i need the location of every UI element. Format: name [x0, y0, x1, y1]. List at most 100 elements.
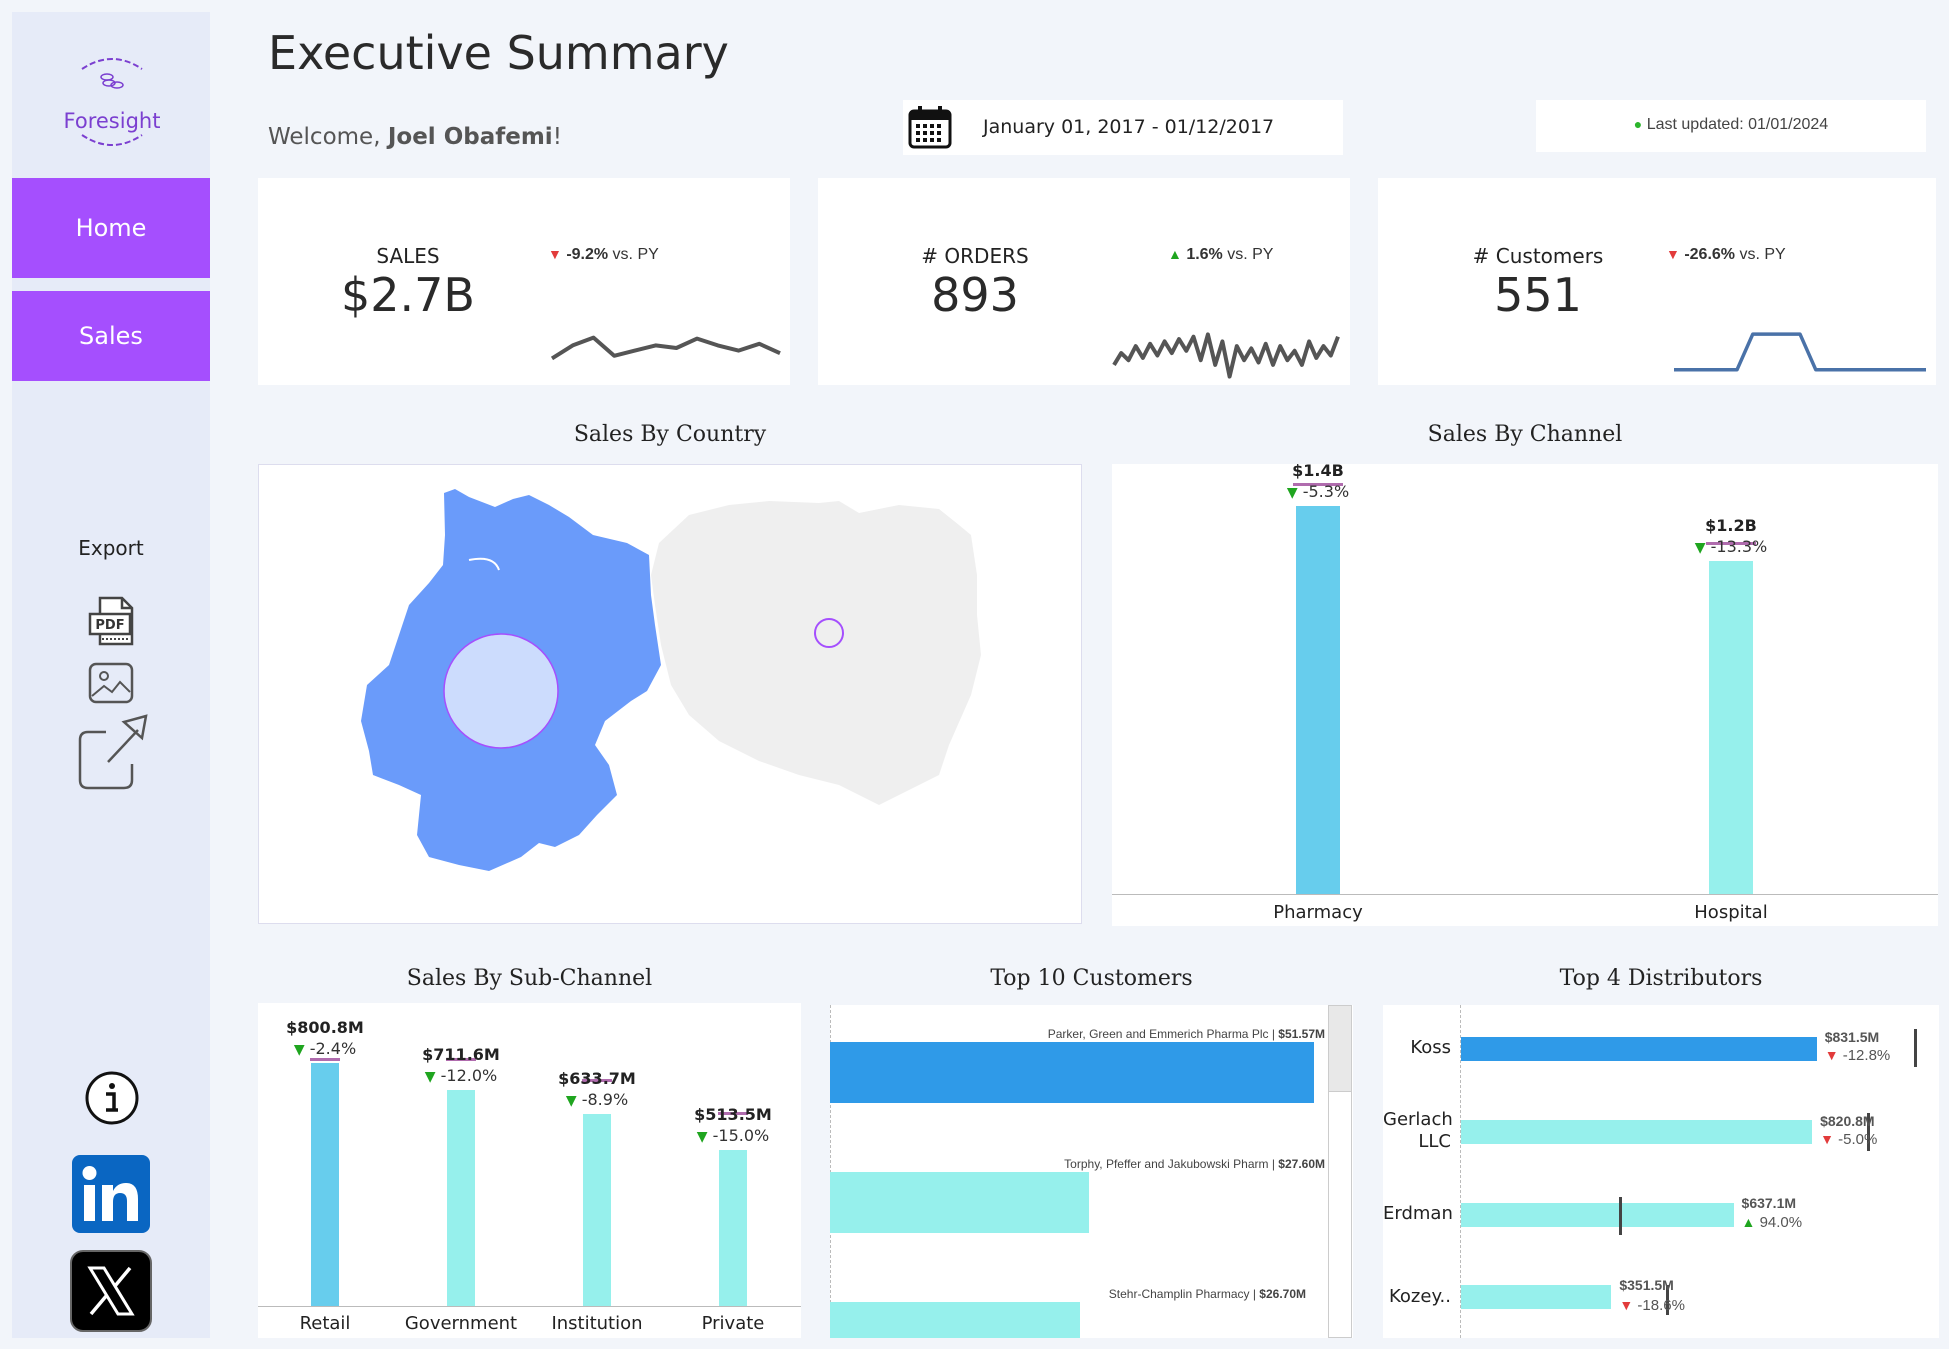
- distributor-target-marker: [1867, 1113, 1871, 1151]
- sub-channel-bar-retail[interactable]: [311, 1063, 339, 1306]
- brand-name: Foresight: [63, 109, 161, 133]
- sales-by-channel-chart: $1.4B ▼ -5.3% $1.2B ▼ -13.3% Pharmacy Ho…: [1112, 460, 1938, 926]
- kpi-delta: ▼ -26.6% vs. PY: [1666, 246, 1786, 264]
- sales-by-country-map: [258, 464, 1082, 924]
- chart-plot-area: $1.4B ▼ -5.3% $1.2B ▼ -13.3%: [1112, 460, 1938, 894]
- kpi-sparkline: [1112, 332, 1340, 379]
- distributor-value: $637.1M: [1741, 1195, 1797, 1211]
- section-title-country: Sales By Country: [573, 422, 767, 447]
- info-icon[interactable]: [84, 1070, 140, 1126]
- sidebar: Foresight Home Sales Export PDF: [12, 12, 210, 1338]
- customer-bar[interactable]: [830, 1042, 1314, 1103]
- chart-plot-area: $800.8M ▼ -2.4% $711.6M ▼ -12.0% $633.7M…: [258, 1003, 801, 1306]
- distributor-bar[interactable]: [1461, 1120, 1813, 1144]
- nav-sales-button[interactable]: Sales: [12, 291, 210, 381]
- sub-channel-bar-private[interactable]: [719, 1150, 747, 1306]
- kpi-delta: ▲ 1.6% vs. PY: [1168, 246, 1273, 264]
- sub-channel-value-label: $513.5M: [694, 1105, 772, 1125]
- channel-bar-pharmacy[interactable]: [1296, 505, 1340, 894]
- sub-channel-value-label: $633.7M: [558, 1068, 636, 1088]
- date-range-picker[interactable]: January 01, 2017 - 01/12/2017: [903, 100, 1343, 155]
- section-title-customers: Top 10 Customers: [990, 966, 1193, 991]
- customer-value: $26.70M: [1259, 1287, 1306, 1301]
- sub-channel-value-label: $800.8M: [286, 1018, 364, 1038]
- kpi-card-orders[interactable]: # ORDERS 893 ▲ 1.6% vs. PY: [818, 178, 1350, 385]
- channel-delta-label: ▼ -5.3%: [1258, 482, 1378, 501]
- kpi-card-sales[interactable]: SALES $2.7B ▼ -9.2% vs. PY: [258, 178, 790, 385]
- sub-channel-delta-label: ▼ -15.0%: [673, 1126, 793, 1145]
- logo-emblem-icon: [81, 58, 143, 146]
- last-updated-text: Last updated: 01/01/2024: [1646, 116, 1829, 133]
- kpi-delta-value: -9.2%: [566, 246, 609, 263]
- country-shape-poland[interactable]: [651, 501, 981, 805]
- customer-name: Parker, Green and Emmerich Pharma Plc: [1047, 1027, 1269, 1041]
- delta-down-icon: ▼: [1820, 1131, 1834, 1147]
- export-label: Export: [78, 536, 144, 560]
- delta-down-good-icon: ▼: [565, 1092, 577, 1109]
- customer-bar[interactable]: [830, 1302, 1081, 1338]
- kpi-delta: ▼ -9.2% vs. PY: [548, 246, 659, 264]
- delta-up-icon: ▲: [1741, 1214, 1756, 1230]
- channel-bar-hospital[interactable]: [1709, 561, 1753, 894]
- pdf-icon-label: PDF: [95, 618, 124, 633]
- delta-down-good-icon: ▼: [1286, 484, 1298, 501]
- distributor-delta: ▼ -5.0%: [1820, 1131, 1877, 1148]
- customer-bar[interactable]: [830, 1172, 1089, 1233]
- kpi-delta-value: -26.6%: [1684, 246, 1736, 263]
- channel-value-label: $1.4B: [1292, 460, 1344, 480]
- pdf-export-icon[interactable]: PDF: [84, 594, 140, 650]
- brand-logo[interactable]: Foresight: [62, 47, 162, 157]
- scrollbar-thumb[interactable]: [1329, 1006, 1351, 1092]
- status-dot-icon: ●: [1633, 116, 1643, 132]
- country-map-svg: [361, 489, 981, 871]
- channel-delta-label: ▼ -13.3%: [1671, 537, 1791, 556]
- kpi-delta-value: 1.6%: [1186, 246, 1223, 263]
- sub-channel-bar-institution[interactable]: [583, 1113, 611, 1306]
- customer-value: $27.60M: [1278, 1157, 1325, 1171]
- share-export-icon[interactable]: [76, 712, 154, 792]
- sub-channel-delta-value: -12.0%: [440, 1066, 498, 1086]
- distributor-bar[interactable]: [1461, 1285, 1612, 1309]
- distributor-delta-value: -12.8%: [1842, 1047, 1891, 1064]
- delta-down-icon: ▼: [548, 246, 562, 262]
- y-axis-line: [830, 1005, 831, 1338]
- kpi-delta-suffix: vs. PY: [1735, 246, 1786, 263]
- kpi-label: # ORDERS: [921, 244, 1029, 268]
- sub-channel-delta-label: ▼ -12.0%: [401, 1066, 521, 1085]
- country-bubble-germany[interactable]: [443, 633, 559, 749]
- calendar-icon: [908, 106, 952, 149]
- customer-value: $51.57M: [1278, 1027, 1325, 1041]
- channel-category-label: Pharmacy: [1273, 902, 1363, 923]
- distributor-name: Koss: [1410, 1037, 1451, 1058]
- welcome-suffix: !: [552, 124, 562, 150]
- scrollbar[interactable]: [1328, 1005, 1352, 1338]
- channel-delta-value: -13.3%: [1710, 537, 1768, 557]
- channel-value-label: $1.2B: [1705, 516, 1757, 536]
- sub-channel-delta-value: -8.9%: [581, 1089, 629, 1109]
- customer-label: Parker, Green and Emmerich Pharma Plc | …: [1047, 1027, 1325, 1041]
- distributor-bar[interactable]: [1461, 1037, 1817, 1061]
- distributor-delta: ▲ 94.0%: [1742, 1214, 1803, 1231]
- user-name: Joel Obafemi: [387, 124, 553, 150]
- country-bubble-poland[interactable]: [814, 618, 844, 648]
- delta-down-icon: ▼: [1619, 1297, 1634, 1313]
- y-axis-line: [1460, 1005, 1461, 1338]
- nav-home-button[interactable]: Home: [12, 178, 210, 278]
- sub-channel-bar-government[interactable]: [447, 1090, 475, 1306]
- distributor-delta: ▼ -18.6%: [1619, 1297, 1685, 1314]
- kpi-card-customers[interactable]: # Customers 551 ▼ -26.6% vs. PY: [1378, 178, 1936, 385]
- kpi-sparkline: [1674, 332, 1926, 372]
- delta-down-good-icon: ▼: [696, 1129, 708, 1146]
- image-export-icon[interactable]: [86, 660, 136, 706]
- sparkline-path: [1112, 332, 1340, 379]
- distributor-target-marker: [1666, 1285, 1670, 1315]
- kpi-value: 893: [931, 268, 1019, 322]
- kpi-value: 551: [1494, 268, 1582, 322]
- x-twitter-icon[interactable]: [70, 1250, 152, 1332]
- linkedin-icon[interactable]: [72, 1155, 150, 1233]
- sub-channel-target: [582, 1078, 612, 1082]
- customer-name: Stehr-Champlin Pharmacy: [1108, 1287, 1250, 1301]
- distributor-bar[interactable]: [1461, 1203, 1734, 1227]
- customer-label: Torphy, Pfeffer and Jakubowski Pharm | $…: [1064, 1157, 1325, 1171]
- sub-channel-target: [310, 1057, 340, 1061]
